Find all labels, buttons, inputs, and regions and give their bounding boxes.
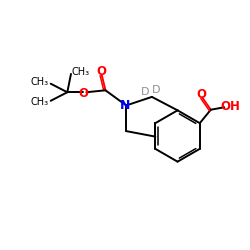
- Text: CH₃: CH₃: [31, 97, 49, 107]
- Text: O: O: [97, 65, 107, 78]
- Text: O: O: [197, 88, 207, 101]
- Text: N: N: [120, 99, 130, 112]
- Text: OH: OH: [221, 100, 240, 113]
- Text: CH₃: CH₃: [71, 67, 89, 77]
- Text: CH₃: CH₃: [31, 78, 49, 88]
- Text: D: D: [141, 86, 149, 97]
- Text: D: D: [152, 85, 160, 95]
- Text: O: O: [78, 87, 88, 100]
